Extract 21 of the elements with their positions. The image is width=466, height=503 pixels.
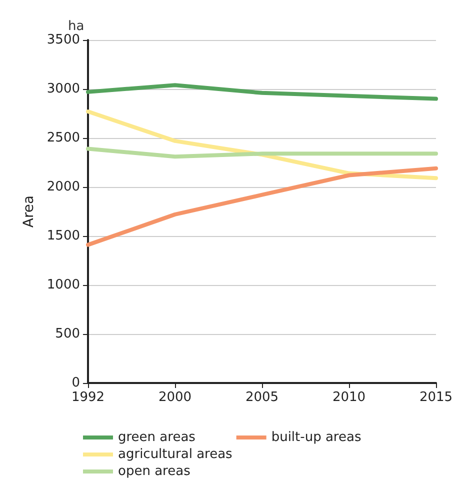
x-tick-label: 1992: [71, 390, 105, 405]
text: ha: [68, 19, 84, 34]
y-tick-label: 3500: [46, 32, 80, 48]
y-axis-title: Area: [21, 195, 38, 228]
line-series: [86, 166, 438, 247]
legend-label: open areas: [118, 464, 191, 479]
y-tick-label: 2000: [46, 180, 80, 194]
y-tick-label: 3000: [46, 82, 80, 96]
legend-label: built-up areas: [271, 430, 362, 445]
legend-label: agricultural areas: [118, 447, 233, 462]
y-tick-label: 0: [72, 376, 80, 390]
x-tick-label: 2000: [158, 390, 192, 405]
x-tick-label: 2015: [419, 390, 453, 405]
line-series: [86, 83, 438, 101]
y-tick-label: 500: [55, 326, 80, 342]
legend-label: green areas: [118, 430, 196, 445]
y-tick-label: 1000: [46, 278, 80, 292]
x-tick-label: 2010: [332, 390, 366, 405]
y-tick-label: 1500: [46, 228, 80, 244]
x-tick-label: 2005: [245, 390, 279, 405]
y-tick-label: 2500: [46, 130, 80, 146]
